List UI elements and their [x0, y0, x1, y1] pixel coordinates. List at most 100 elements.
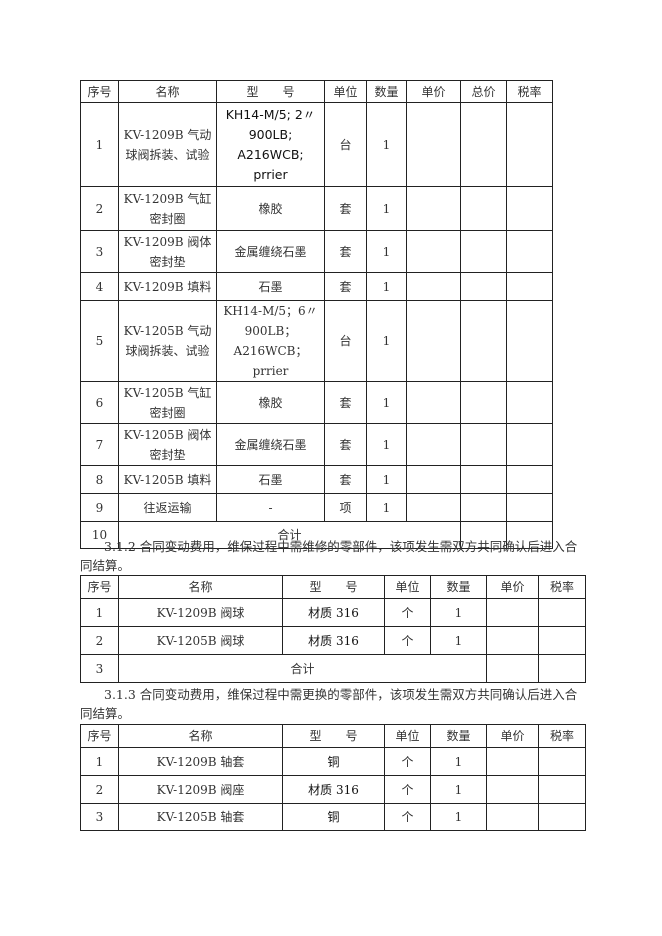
table-row: 4 KV-1209B 填料 石墨套 1: [80, 272, 553, 301]
total-price-cell: [460, 230, 507, 273]
item-unit: 套: [324, 186, 367, 231]
tax-rate-cell: [506, 493, 553, 522]
column-header: 税率: [506, 80, 553, 103]
item-quantity: 1: [366, 230, 407, 273]
table-row: 6 KV-1205B 气缸密封圈 橡胶套 1: [80, 381, 553, 424]
item-model: 材质 316: [282, 775, 385, 804]
empty-cell: [506, 521, 553, 549]
item-model: 石墨: [216, 272, 325, 301]
unit-price-cell: [406, 230, 461, 273]
item-unit: 台: [324, 102, 367, 187]
table-row: 2 KV-1205B 阀球 材质 316 个 1: [80, 626, 586, 655]
table-row: 5 KV-1205B 气动球阀拆装、试验 KH14-M/5；6〃 900LB；A21…: [80, 300, 553, 382]
item-name: KV-1205B 阀体密封垫: [118, 423, 217, 466]
item-name: KV-1205B 阀球: [118, 626, 283, 655]
total-price-cell: [460, 465, 507, 494]
table-row: 3 KV-1209B 阀体密封垫 金属缠绕石墨套 1: [80, 230, 553, 273]
item-unit: 个: [384, 598, 431, 627]
unit-price-cell: [486, 775, 539, 804]
table-row: 2 KV-1209B 阀座 材质 316 个 1: [80, 775, 586, 804]
table-row: 8 KV-1205B 填料 石墨套 1: [80, 465, 553, 494]
row-number: 4: [80, 272, 119, 301]
row-number: 2: [80, 626, 119, 655]
row-number: 1: [80, 747, 119, 776]
column-header: 序号: [80, 80, 119, 103]
item-quantity: 1: [366, 186, 407, 231]
total-label: 合计: [118, 654, 487, 683]
item-model: -: [216, 493, 325, 522]
item-quantity: 1: [430, 598, 487, 627]
item-name: KV-1209B 阀球: [118, 598, 283, 627]
column-header: 名称: [118, 80, 217, 103]
total-price-cell: [460, 186, 507, 231]
section-3-1-3-text: 3.1.3 合同变动费用，维保过程中需更换的零部件，该项发生需双方共同确认后进入…: [80, 687, 578, 721]
item-quantity: 1: [366, 465, 407, 494]
item-quantity: 1: [366, 381, 407, 424]
header-row: 序号 名称型 号单位 数量 单价 税率: [80, 724, 586, 748]
row-number: 1: [80, 102, 119, 187]
table-row: 2 KV-1209B 气缸密封圈 橡胶套 1: [80, 186, 553, 231]
section-3-1-2-text: 3.1.2 合同变动费用，维保过程中需维修的零部件，该项发生需双方共同确认后进入…: [80, 539, 578, 573]
empty-cell: [486, 654, 539, 683]
item-name: KV-1209B 阀体密封垫: [118, 230, 217, 273]
item-name: KV-1209B 填料: [118, 272, 217, 301]
item-model: KH14-M/5; 2〃 900LB; A216WCB; prrier: [216, 102, 325, 187]
tax-rate-cell: [506, 381, 553, 424]
item-quantity: 1: [366, 423, 407, 466]
item-name: KV-1209B 气缸密封圈: [118, 186, 217, 231]
tax-rate-cell: [506, 186, 553, 231]
column-header: 数量: [366, 80, 407, 103]
row-number: 9: [80, 493, 119, 522]
item-unit: 个: [384, 626, 431, 655]
item-name: KV-1205B 气动球阀拆装、试验: [118, 300, 217, 382]
table-row: 1 KV-1209B 气动球阀拆装、试验 KH14-M/5; 2〃 900LB; A…: [80, 102, 553, 187]
column-header: 单位: [324, 80, 367, 103]
item-quantity: 1: [430, 626, 487, 655]
column-header: 单价: [486, 724, 539, 748]
row-number: 6: [80, 381, 119, 424]
total-price-cell: [460, 102, 507, 187]
column-header: 单位: [384, 724, 431, 748]
item-quantity: 1: [430, 747, 487, 776]
row-number: 8: [80, 465, 119, 494]
header-row: 序号 名称型 号单位 数量 单价 税率: [80, 575, 586, 599]
total-label: 合计: [118, 521, 461, 549]
item-model: 金属缠绕石墨: [216, 423, 325, 466]
item-model: 材质 316: [282, 598, 385, 627]
tax-rate-cell: [538, 626, 586, 655]
item-quantity: 1: [430, 775, 487, 804]
column-header: 单价: [406, 80, 461, 103]
row-number: 5: [80, 300, 119, 382]
column-header: 单位: [384, 575, 431, 599]
column-header: 税率: [538, 724, 586, 748]
empty-cell: [538, 654, 586, 683]
item-quantity: 1: [366, 300, 407, 382]
total-price-cell: [460, 300, 507, 382]
tax-rate-cell: [506, 465, 553, 494]
item-quantity: 1: [366, 102, 407, 187]
row-number: 3: [80, 803, 119, 831]
unit-price-cell: [406, 493, 461, 522]
column-header: 总价: [460, 80, 507, 103]
column-header: 税率: [538, 575, 586, 599]
total-price-cell: [460, 493, 507, 522]
tax-rate-cell: [538, 775, 586, 804]
item-unit: 项: [324, 493, 367, 522]
tax-rate-cell: [538, 803, 586, 831]
row-number: 1: [80, 598, 119, 627]
header-row: 序号 名称型 号单位 数量 单价 总价 税率: [80, 80, 553, 103]
item-name: KV-1209B 阀座: [118, 775, 283, 804]
tax-rate-cell: [506, 102, 553, 187]
item-model: 铜: [282, 803, 385, 831]
total-row: 3 合计: [80, 654, 586, 683]
row-number: 2: [80, 186, 119, 231]
unit-price-cell: [486, 747, 539, 776]
item-unit: 个: [384, 747, 431, 776]
unit-price-cell: [486, 803, 539, 831]
item-model: 铜: [282, 747, 385, 776]
table-row: 3 KV-1205B 轴套铜个 1: [80, 803, 586, 831]
total-price-cell: [460, 272, 507, 301]
table-row: 9 往返运输 - 项 1: [80, 493, 553, 522]
item-name: 往返运输: [118, 493, 217, 522]
tax-rate-cell: [506, 300, 553, 382]
